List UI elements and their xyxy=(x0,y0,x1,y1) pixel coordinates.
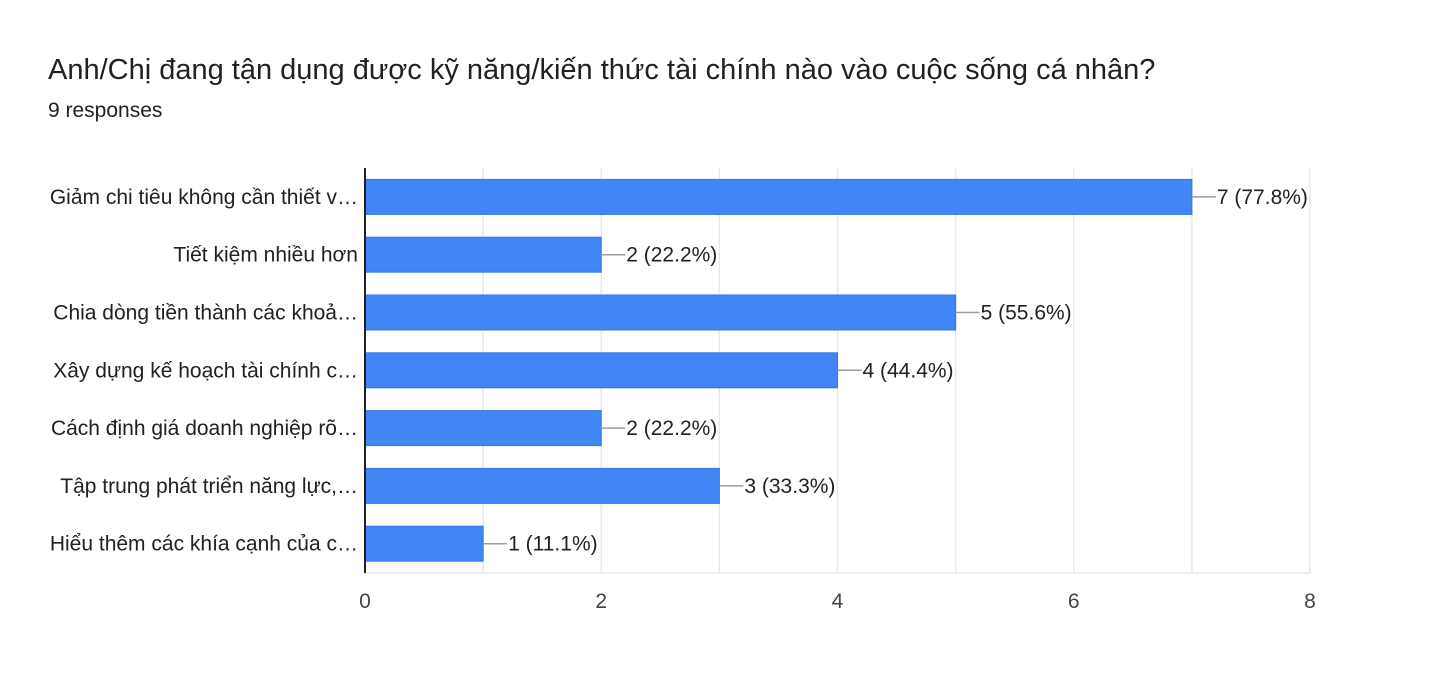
data-label: 4 (44.4%) xyxy=(863,359,954,382)
labels: Giảm chi tiêu không cần thiết v… 7 (77.8%… xyxy=(50,186,1316,613)
data-label: 2 (22.2%) xyxy=(626,417,717,440)
data-label: 3 (33.3%) xyxy=(744,475,835,498)
bar xyxy=(364,352,838,389)
bar xyxy=(364,410,602,447)
data-label: 5 (55.6%) xyxy=(981,302,1072,325)
question-title: Anh/Chị đang tận dụng được kỹ năng/kiến … xyxy=(48,54,1156,86)
x-tick-label: 4 xyxy=(832,590,844,613)
x-tick-label: 2 xyxy=(595,590,607,613)
bars xyxy=(364,178,1193,562)
category-label: Cách định giá doanh nghiệp rõ… xyxy=(51,417,358,440)
bar xyxy=(364,467,720,504)
x-tick-label: 6 xyxy=(1068,590,1080,613)
x-tick-label: 8 xyxy=(1304,590,1316,613)
bar xyxy=(364,178,1193,215)
bar xyxy=(364,525,484,562)
category-label: Tiết kiệm nhiều hơn xyxy=(173,244,358,267)
data-label: 1 (11.1%) xyxy=(508,533,598,556)
category-label: Chia dòng tiền thành các khoả… xyxy=(53,302,358,325)
bar xyxy=(364,294,957,331)
bar xyxy=(364,236,602,273)
category-label: Tập trung phát triển năng lực,… xyxy=(60,475,358,498)
category-label: Hiểu thêm các khía cạnh của c… xyxy=(50,533,358,556)
x-tick-label: 0 xyxy=(359,590,371,613)
data-label: 7 (77.8%) xyxy=(1217,186,1308,209)
category-label: Giảm chi tiêu không cần thiết v… xyxy=(50,186,358,209)
category-label: Xây dựng kế hoạch tài chính c… xyxy=(53,359,358,382)
response-count: 9 responses xyxy=(48,99,163,122)
data-label: 2 (22.2%) xyxy=(626,244,717,267)
